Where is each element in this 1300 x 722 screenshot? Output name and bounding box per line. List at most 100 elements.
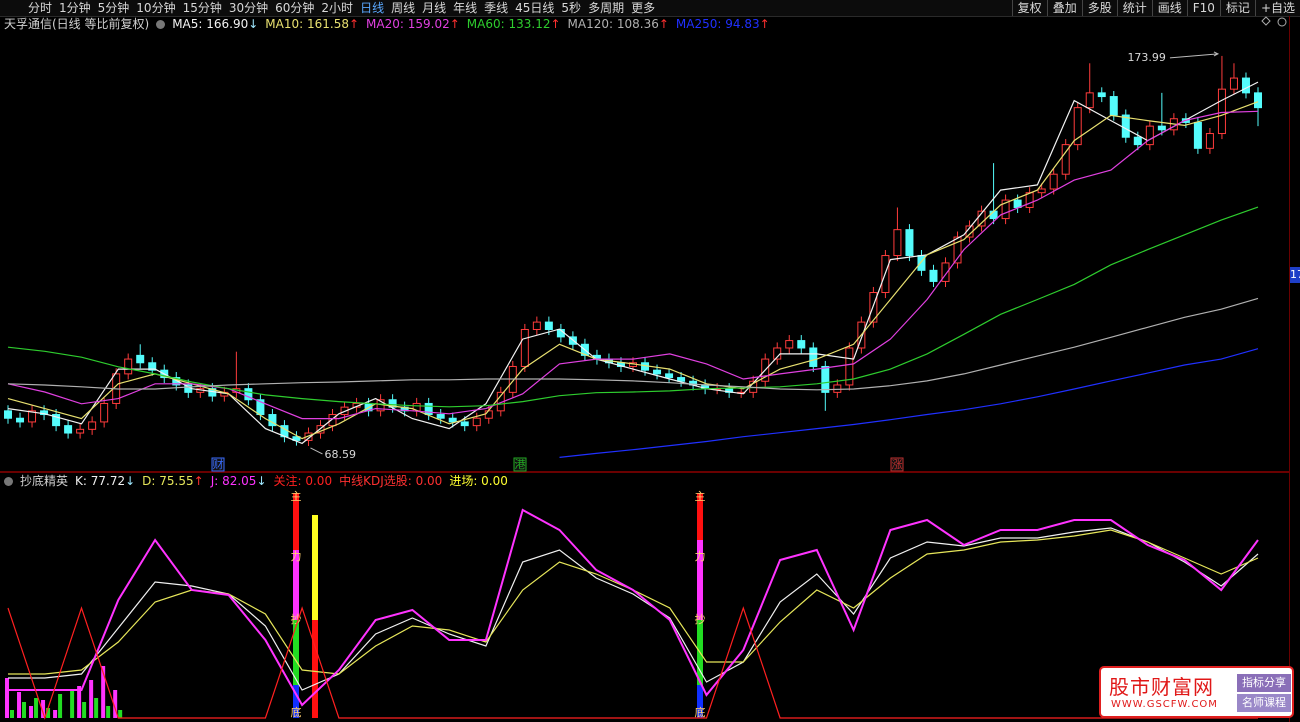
period-tab[interactable]: 5秒 bbox=[561, 1, 582, 15]
line-ma10 bbox=[7, 101, 1259, 440]
stock-title: 天孚通信(日线 等比前复权) bbox=[4, 17, 150, 31]
line-d bbox=[8, 529, 1259, 675]
candle-body bbox=[941, 262, 950, 282]
signal-bar bbox=[70, 690, 75, 718]
signal-bar bbox=[34, 698, 39, 718]
period-tab[interactable]: 日线 bbox=[360, 1, 385, 15]
settings-icon[interactable] bbox=[4, 476, 13, 486]
close-icon[interactable] bbox=[1277, 17, 1287, 27]
period-tab[interactable]: 分时 bbox=[28, 1, 53, 15]
watermark-url: WWW.GSCFW.COM bbox=[1111, 699, 1218, 710]
period-tab[interactable]: 10分钟 bbox=[136, 1, 176, 15]
signal-bar bbox=[77, 686, 82, 718]
candle-body bbox=[1193, 121, 1202, 149]
candle-body bbox=[304, 432, 313, 441]
candle-body bbox=[653, 369, 662, 375]
candle-body bbox=[520, 328, 529, 367]
signal-label: 力 bbox=[291, 550, 302, 563]
period-tab[interactable]: 月线 bbox=[422, 1, 447, 15]
candle-body bbox=[52, 414, 61, 427]
legend-label: K: 77.72 bbox=[75, 474, 126, 488]
candle-body bbox=[388, 399, 397, 408]
tool-button[interactable]: 叠加 bbox=[1046, 0, 1082, 16]
candle-body bbox=[64, 425, 73, 434]
tool-button[interactable]: F10 bbox=[1186, 0, 1220, 16]
legend-label: MA5: 166.90 bbox=[172, 17, 249, 31]
period-tab[interactable]: 更多 bbox=[631, 1, 656, 15]
candle-body bbox=[532, 321, 541, 330]
event-label: 涨 bbox=[892, 458, 903, 471]
signal-label: 主 bbox=[695, 490, 706, 503]
legend-label: MA120: 108.36 bbox=[567, 17, 659, 31]
period-tab[interactable]: 5分钟 bbox=[97, 1, 130, 15]
period-tab[interactable]: 2小时 bbox=[321, 1, 354, 15]
candle-body bbox=[1025, 192, 1034, 208]
annotation-high: 173.99 bbox=[1127, 51, 1166, 64]
period-tab[interactable]: 45日线 bbox=[515, 1, 555, 15]
candle-body bbox=[1097, 92, 1106, 98]
candle-body bbox=[424, 402, 433, 416]
legend-arrow: ↑ bbox=[193, 474, 204, 488]
signal-label: 抄 bbox=[291, 612, 302, 626]
event-box bbox=[890, 457, 904, 472]
legend-item: MA250: 94.83↑ bbox=[676, 17, 770, 31]
legend-item: J: 82.05↓ bbox=[211, 474, 267, 488]
signal-column bbox=[293, 550, 299, 620]
candle-body bbox=[436, 414, 445, 419]
line-ma60 bbox=[7, 206, 1259, 408]
candle-body bbox=[953, 236, 962, 264]
period-tab[interactable]: 年线 bbox=[453, 1, 478, 15]
tool-button[interactable]: +自选 bbox=[1254, 0, 1300, 16]
period-tab[interactable]: 15分钟 bbox=[182, 1, 222, 15]
candle-body bbox=[1133, 136, 1142, 146]
line-j bbox=[8, 508, 1259, 707]
legend-label: 进场: 0.00 bbox=[449, 474, 508, 488]
tool-button[interactable]: 标记 bbox=[1219, 0, 1255, 16]
settings-icon[interactable] bbox=[156, 19, 166, 29]
candle-body bbox=[977, 210, 986, 227]
candle-body bbox=[172, 377, 181, 386]
candle-body bbox=[1205, 133, 1214, 149]
signal-bar bbox=[89, 680, 94, 718]
candle-body bbox=[1145, 125, 1154, 146]
tool-button[interactable]: 统计 bbox=[1116, 0, 1152, 16]
candle-body bbox=[244, 388, 253, 401]
legend-label: MA250: 94.83 bbox=[675, 17, 760, 31]
period-tab[interactable]: 1分钟 bbox=[59, 1, 91, 15]
tool-button[interactable]: 多股 bbox=[1081, 0, 1117, 16]
candle-body bbox=[1001, 199, 1010, 220]
legend-item: MA5: 166.90↓ bbox=[172, 17, 258, 31]
tool-button[interactable]: 复权 bbox=[1011, 0, 1047, 16]
candle-body bbox=[76, 428, 85, 434]
candle-body bbox=[1254, 92, 1262, 109]
legend-item: MA120: 108.36↑ bbox=[568, 17, 669, 31]
signal-bar bbox=[29, 706, 34, 718]
period-tab[interactable]: 60分钟 bbox=[275, 1, 315, 15]
signal-label: 底 bbox=[695, 705, 706, 719]
candle-body bbox=[100, 402, 109, 423]
diamond-icon[interactable] bbox=[1261, 16, 1271, 26]
watermark-tag: 名师课程 bbox=[1237, 694, 1291, 712]
legend-label: J: 82.05 bbox=[210, 474, 257, 488]
tool-button[interactable]: 画线 bbox=[1151, 0, 1187, 16]
candle-body bbox=[1109, 96, 1118, 116]
line-ma120 bbox=[7, 297, 1259, 391]
legend-label: 关注: 0.00 bbox=[273, 474, 333, 488]
signal-label: 主 bbox=[291, 490, 302, 503]
candle-body bbox=[136, 354, 145, 364]
line-ma5 bbox=[7, 81, 1259, 445]
signal-bar bbox=[41, 700, 46, 718]
legend-label: MA10: 161.58 bbox=[265, 17, 349, 31]
signal-bar bbox=[46, 708, 51, 718]
candle-body bbox=[448, 417, 457, 423]
period-tab[interactable]: 周线 bbox=[391, 1, 416, 15]
line-ma20 bbox=[7, 110, 1259, 420]
period-tab[interactable]: 30分钟 bbox=[228, 1, 269, 15]
price-tag: 17 bbox=[1290, 267, 1300, 283]
period-tab[interactable]: 多周期 bbox=[588, 1, 625, 15]
legend-item: K: 77.72↓ bbox=[75, 474, 135, 488]
period-tab[interactable]: 季线 bbox=[484, 1, 509, 15]
signal-bar bbox=[22, 702, 27, 718]
candle-body bbox=[28, 410, 37, 423]
